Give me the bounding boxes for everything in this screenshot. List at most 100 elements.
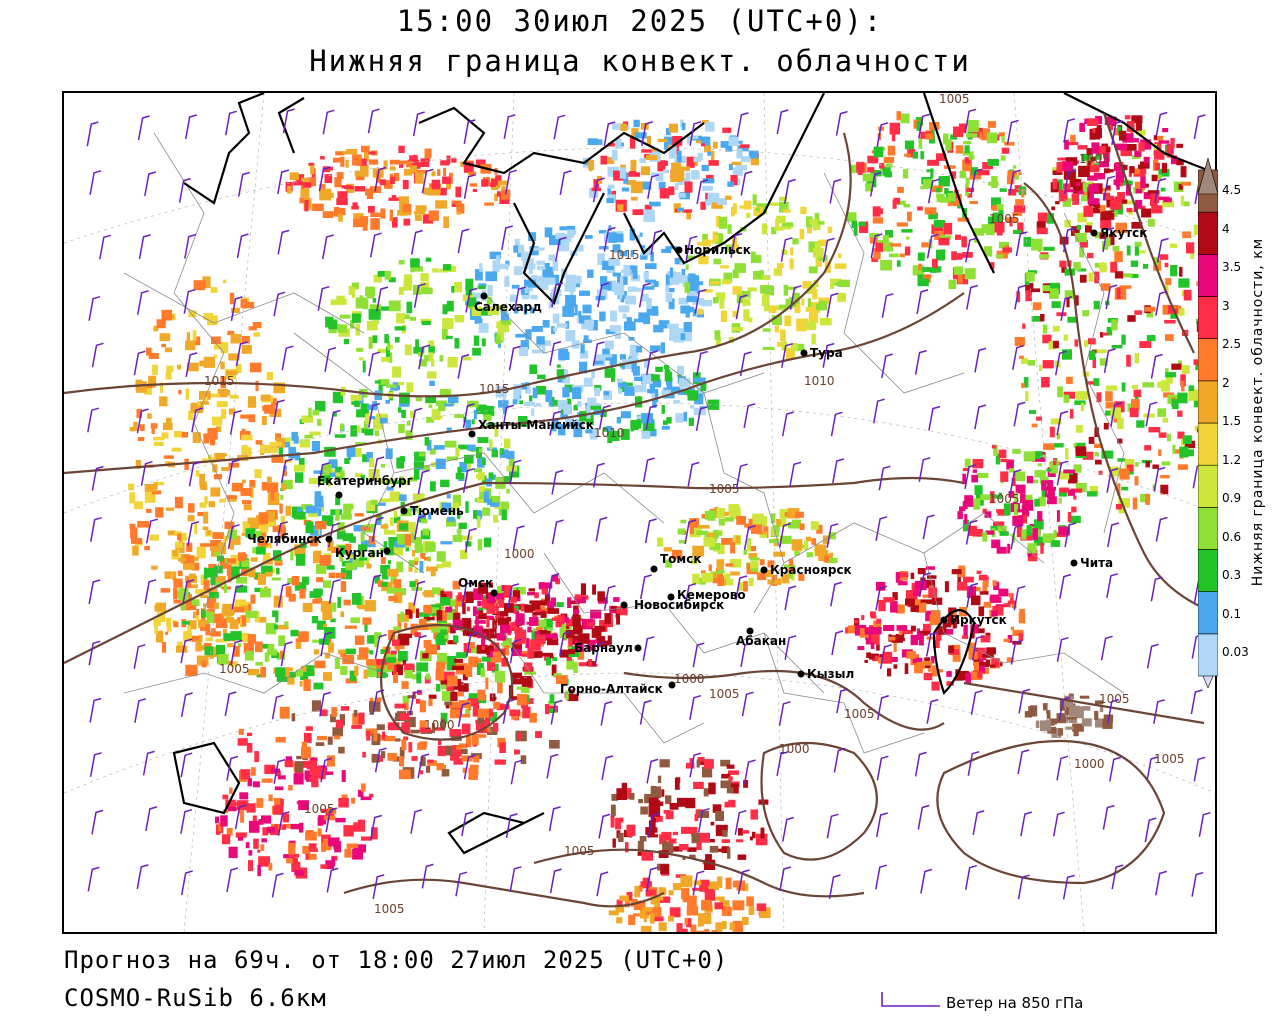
cloud-cell [979,657,984,665]
cloud-cell [959,170,967,179]
cloud-cell [780,535,792,544]
cloud-cell [751,523,763,534]
cloud-cell [1165,278,1172,285]
cloud-cell [366,730,371,741]
cloud-cell [368,523,376,528]
wind-barb [87,407,100,433]
cloud-cell [1162,417,1168,423]
cloud-cell [374,636,378,648]
cloud-cell [693,781,704,789]
wind-barb [368,402,381,428]
cloud-cell [902,169,909,179]
cloud-cell [655,366,663,372]
cloud-cell [457,467,462,477]
cloud-cell [452,494,461,507]
cloud-cell [458,478,465,482]
cloud-cell [513,395,520,403]
cloud-cell [552,657,558,661]
cloud-cell [220,824,224,834]
cloud-cell [360,836,373,841]
cloud-cell [893,640,897,653]
cloud-cell [324,446,336,457]
cloud-cell [455,186,462,198]
cloud-cell [487,726,498,735]
cloud-cell [230,661,238,667]
cloud-cell [1104,116,1117,126]
cloud-cell [790,247,794,256]
cloud-cell [317,828,322,837]
cloud-cell [368,793,374,798]
colorbar-level-label: 1.5 [1222,414,1242,428]
wind-barb [417,753,430,779]
wind-barb [595,516,608,542]
city-marker [760,566,768,574]
cloud-cell [478,734,487,738]
cloud-cell [1079,240,1088,248]
cloud-cell [185,388,190,400]
cloud-cell [229,394,239,399]
cloud-cell [624,386,635,396]
cloud-cell [1063,334,1069,341]
cloud-cell [597,139,603,145]
cloud-cell [386,384,397,388]
city-marker [746,627,754,635]
cloud-cell [1021,529,1027,540]
cloud-cell [129,426,135,432]
cloud-cell [631,196,638,201]
cloud-cell [873,620,882,629]
cloud-cell [712,141,718,149]
cloud-cell [442,769,450,777]
cloud-cell [343,599,351,606]
wind-barb [1107,698,1120,724]
cloud-cell [531,408,535,416]
cloud-cell [732,327,744,331]
cloud-cell [811,333,816,345]
cloud-cell [278,635,286,647]
cloud-cell [922,267,935,272]
cloud-cell [714,234,719,243]
isobar-label: 1005 [1099,692,1130,706]
cloud-cell [1160,187,1166,192]
cloud-cell [348,285,355,295]
cloud-cell [555,675,568,684]
cloud-cell [187,625,192,635]
cloud-cell [214,452,225,461]
cloud-cell [404,344,412,356]
cloud-cell [1119,285,1132,289]
cloud-cell [495,305,507,310]
cloud-cell [981,576,989,580]
cloud-cell [265,511,276,522]
cloud-cell [161,641,167,653]
cloud-cell [295,638,302,649]
cloud-cell [702,178,715,184]
wind-barb [319,691,332,717]
cloud-cell [1091,142,1100,154]
cloud-cell [732,920,744,932]
cloud-cell [869,237,878,244]
cloud-cell [918,137,923,149]
cloud-cell [1186,242,1195,254]
cloud-cell [1110,407,1121,419]
cloud-cell [207,611,215,623]
cloud-cell [1011,601,1017,609]
cloud-cell [665,284,670,293]
cloud-cell [510,622,518,631]
cloud-cell [1072,193,1079,205]
wind-barb [596,871,609,897]
cloud-cell [617,382,628,388]
cloud-cell [422,465,431,471]
cloud-cell [703,537,715,547]
cloud-cell [532,614,538,618]
cloud-cell [790,343,798,352]
cloud-cell [1074,295,1079,306]
cloud-cell [903,203,911,208]
cloud-cell [487,306,500,315]
cloud-cell [690,558,698,565]
cloud-cell [325,316,334,328]
cloud-cell [736,515,746,525]
cloud-cell [208,592,219,599]
cloud-cell [483,414,492,421]
model-name: COSMO-RuSib 6.6км [64,984,327,1012]
cloud-cell [685,264,689,270]
cloud-cell [550,597,556,607]
